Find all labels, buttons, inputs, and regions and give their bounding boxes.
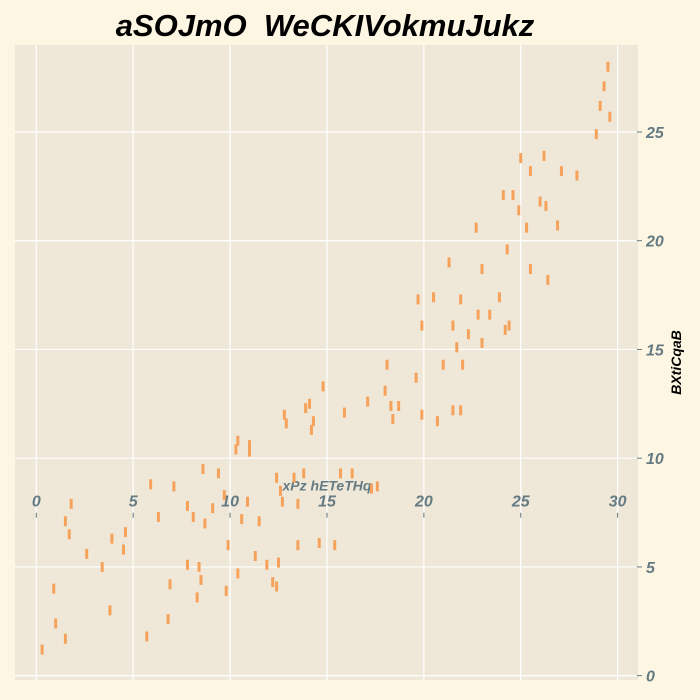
x-tick-label: 0 — [32, 494, 41, 511]
y-tick-label: 5 — [646, 560, 656, 577]
chart-title: aSOJmO WeCKIVokmuJukz — [115, 8, 535, 43]
y-tick-label: 0 — [646, 669, 655, 686]
y-tick-label: 10 — [646, 451, 664, 468]
plot-area — [15, 45, 637, 680]
x-tick-label: 25 — [511, 494, 531, 511]
x-tick-label: 30 — [609, 494, 627, 511]
y-axis-label: BXtiCqaB — [668, 330, 684, 395]
y-tick-label: 15 — [646, 342, 665, 359]
y-tick-label: 25 — [645, 125, 665, 142]
x-tick-label: 20 — [414, 494, 433, 511]
x-tick-label: 15 — [318, 494, 337, 511]
x-axis-label: xPz hETeTHq — [282, 478, 372, 494]
x-tick-label: 5 — [129, 494, 139, 511]
y-tick-label: 20 — [645, 234, 664, 251]
